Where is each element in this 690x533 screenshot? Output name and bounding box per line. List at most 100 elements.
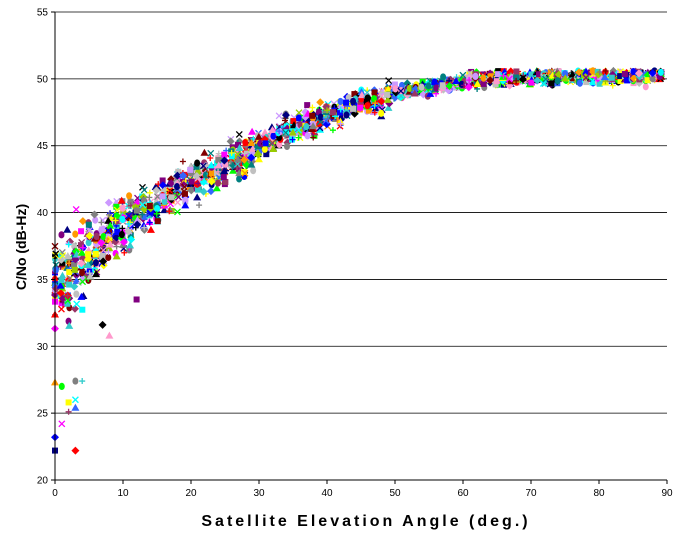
data-point bbox=[229, 153, 236, 160]
data-point bbox=[100, 225, 107, 233]
data-point bbox=[288, 128, 297, 136]
data-point bbox=[452, 76, 461, 84]
data-point bbox=[309, 122, 318, 130]
data-point bbox=[146, 219, 153, 226]
data-point bbox=[371, 95, 378, 103]
data-point bbox=[228, 149, 235, 156]
data-point bbox=[316, 125, 325, 133]
data-point bbox=[63, 225, 72, 233]
data-point bbox=[64, 297, 72, 305]
data-point bbox=[141, 224, 148, 231]
data-point bbox=[284, 142, 291, 151]
data-point bbox=[193, 193, 202, 201]
data-point bbox=[276, 128, 283, 135]
y-tick-label: 25 bbox=[37, 409, 49, 420]
data-point bbox=[275, 112, 283, 120]
data-point bbox=[193, 163, 200, 170]
data-point bbox=[609, 82, 616, 89]
data-point bbox=[72, 230, 79, 238]
data-point bbox=[58, 420, 66, 428]
data-point bbox=[458, 80, 465, 88]
data-point bbox=[290, 118, 297, 125]
data-point bbox=[188, 170, 195, 177]
data-point bbox=[175, 193, 183, 201]
data-point bbox=[254, 150, 263, 159]
data-point bbox=[154, 205, 161, 213]
data-point bbox=[589, 67, 596, 75]
data-point bbox=[391, 93, 400, 102]
data-point bbox=[93, 232, 100, 241]
data-point bbox=[194, 186, 201, 193]
data-point bbox=[179, 180, 188, 189]
data-point bbox=[220, 174, 227, 181]
data-point bbox=[500, 68, 509, 76]
data-point bbox=[181, 201, 190, 209]
data-point bbox=[65, 241, 72, 248]
data-point bbox=[114, 224, 121, 231]
data-point bbox=[234, 142, 241, 149]
data-point bbox=[86, 272, 95, 280]
data-point bbox=[121, 249, 128, 256]
x-tick-label: 60 bbox=[457, 488, 469, 499]
data-point bbox=[77, 259, 86, 268]
data-point bbox=[431, 78, 438, 86]
data-point bbox=[642, 83, 649, 91]
data-point bbox=[193, 179, 202, 187]
data-point bbox=[548, 80, 555, 87]
data-point bbox=[112, 252, 121, 260]
data-point bbox=[621, 71, 628, 78]
data-point bbox=[576, 79, 583, 87]
data-point bbox=[114, 228, 121, 235]
data-point bbox=[357, 91, 366, 99]
data-point bbox=[194, 159, 201, 167]
data-point bbox=[106, 240, 115, 248]
data-point bbox=[247, 160, 256, 168]
data-point bbox=[70, 304, 79, 313]
data-point bbox=[153, 210, 160, 217]
data-point bbox=[350, 97, 357, 105]
data-point bbox=[384, 103, 393, 111]
x-tick-label: 30 bbox=[253, 488, 265, 499]
data-point bbox=[391, 81, 398, 88]
data-point bbox=[200, 177, 209, 185]
data-point bbox=[281, 117, 288, 124]
data-point bbox=[644, 77, 651, 84]
data-point bbox=[119, 215, 126, 224]
data-point bbox=[248, 127, 257, 135]
data-point bbox=[324, 107, 331, 114]
data-point bbox=[337, 120, 344, 127]
data-point bbox=[119, 204, 126, 212]
data-point bbox=[336, 109, 343, 116]
x-tick-label: 50 bbox=[389, 488, 401, 499]
data-point bbox=[539, 79, 547, 87]
data-point bbox=[127, 217, 134, 224]
data-point bbox=[192, 172, 201, 181]
data-point bbox=[254, 132, 263, 140]
data-point bbox=[208, 170, 215, 177]
data-point bbox=[383, 91, 390, 98]
data-point bbox=[215, 168, 222, 175]
data-point bbox=[179, 171, 188, 180]
data-point bbox=[139, 201, 147, 209]
data-point bbox=[124, 227, 133, 236]
data-point bbox=[505, 75, 513, 83]
x-tick-label: 40 bbox=[321, 488, 333, 499]
data-point bbox=[206, 187, 215, 196]
y-tick-label: 20 bbox=[37, 476, 49, 487]
data-point bbox=[173, 208, 181, 216]
data-point bbox=[657, 68, 664, 76]
data-point bbox=[179, 158, 186, 165]
x-axis-title: Satellite Elevation Angle (deg.) bbox=[201, 513, 530, 530]
data-point bbox=[472, 72, 479, 81]
data-point bbox=[480, 74, 487, 82]
data-point bbox=[410, 89, 419, 97]
data-point bbox=[104, 227, 112, 235]
data-point bbox=[371, 89, 378, 96]
data-point bbox=[85, 231, 94, 240]
data-point bbox=[99, 252, 106, 259]
data-point bbox=[261, 145, 268, 153]
data-point bbox=[79, 278, 87, 286]
data-point bbox=[52, 266, 59, 274]
data-point bbox=[345, 94, 352, 102]
data-point bbox=[322, 102, 331, 111]
